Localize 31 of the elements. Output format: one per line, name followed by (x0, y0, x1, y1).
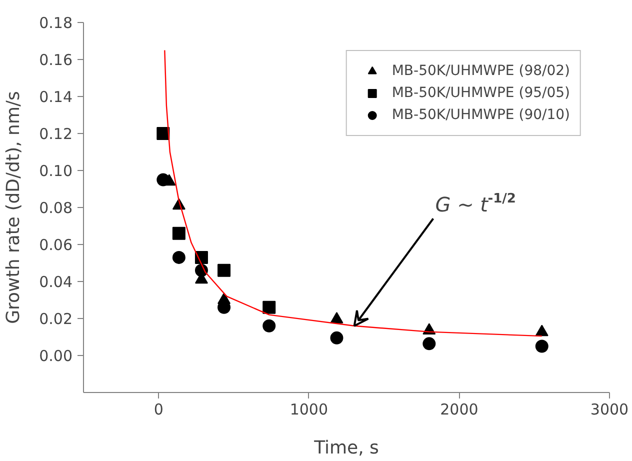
y-tick-label: 0.06 (39, 236, 73, 254)
y-tick-label: 0.12 (39, 125, 73, 143)
y-tick-label: 0.02 (39, 310, 73, 328)
x-axis-title: Time, s (313, 438, 379, 458)
x-tick-label: 0 (154, 400, 164, 418)
point (156, 173, 170, 186)
y-tick-label: 0.10 (39, 162, 73, 180)
y-axis-title: Growth rate (dD/dt), nm/s (3, 91, 24, 324)
point (262, 300, 276, 314)
legend-label: MB-50K/UHMWPE (95/05) (392, 85, 570, 101)
x-tick-label: 3000 (590, 400, 629, 418)
y-tick-label: 0.14 (39, 88, 73, 106)
point (422, 337, 436, 350)
x-tick-label: 1000 (290, 400, 328, 418)
point (262, 319, 276, 332)
point (172, 226, 186, 240)
y-tick-label: 0.16 (39, 51, 73, 69)
point (535, 340, 548, 353)
point (330, 312, 344, 324)
legend-label: MB-50K/UHMWPE (98/02) (392, 63, 570, 79)
point (156, 127, 170, 140)
y-tick-label: 0.00 (39, 347, 73, 365)
point (172, 250, 186, 264)
y-tick-label: 0.08 (39, 199, 73, 217)
point (535, 324, 548, 336)
legend-label: MB-50K/UHMWPE (90/10) (392, 107, 570, 123)
point (330, 331, 344, 344)
y-tick-label: 0.18 (39, 14, 73, 32)
point (218, 264, 231, 277)
y-tick-label: 0.04 (39, 273, 73, 291)
x-tick-label: 2000 (440, 400, 478, 418)
